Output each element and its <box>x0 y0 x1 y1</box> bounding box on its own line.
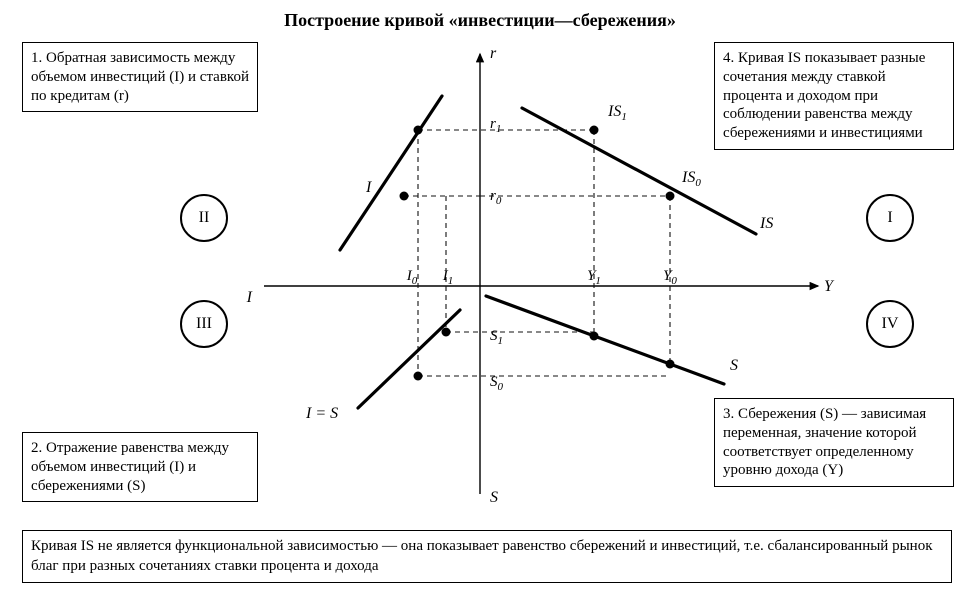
axis-label-S: S <box>490 489 498 506</box>
diagram-svg: r Y I S r1 r0 I0 I1 Y1 Y0 S1 S0 <box>0 0 960 530</box>
curves <box>340 96 756 408</box>
tick-I0: I0 <box>406 268 418 287</box>
points <box>400 126 675 381</box>
curve-IS <box>522 108 756 234</box>
label-IS1: IS1 <box>607 103 627 123</box>
tick-Y0: Y0 <box>663 268 677 287</box>
tick-r0: r0 <box>490 188 502 207</box>
curve-I <box>340 96 442 250</box>
axis-label-Y: Y <box>824 278 835 295</box>
tick-S0: S0 <box>490 374 504 393</box>
axis-label-r: r <box>490 45 497 62</box>
label-IS: IS <box>759 215 773 232</box>
label-IS0: IS0 <box>681 169 701 189</box>
curve-S <box>486 296 724 384</box>
label-IeqS: I = S <box>305 405 338 422</box>
label-S-curve: S <box>730 357 738 374</box>
tick-S1: S1 <box>490 328 503 347</box>
tick-r1: r1 <box>490 116 501 135</box>
tick-I1: I1 <box>442 268 454 287</box>
label-I-curve: I <box>365 179 372 196</box>
box-bottom: Кривая IS не является функциональной зав… <box>22 530 952 583</box>
axis-label-I: I <box>246 289 253 306</box>
curve-IeqS <box>358 310 460 408</box>
